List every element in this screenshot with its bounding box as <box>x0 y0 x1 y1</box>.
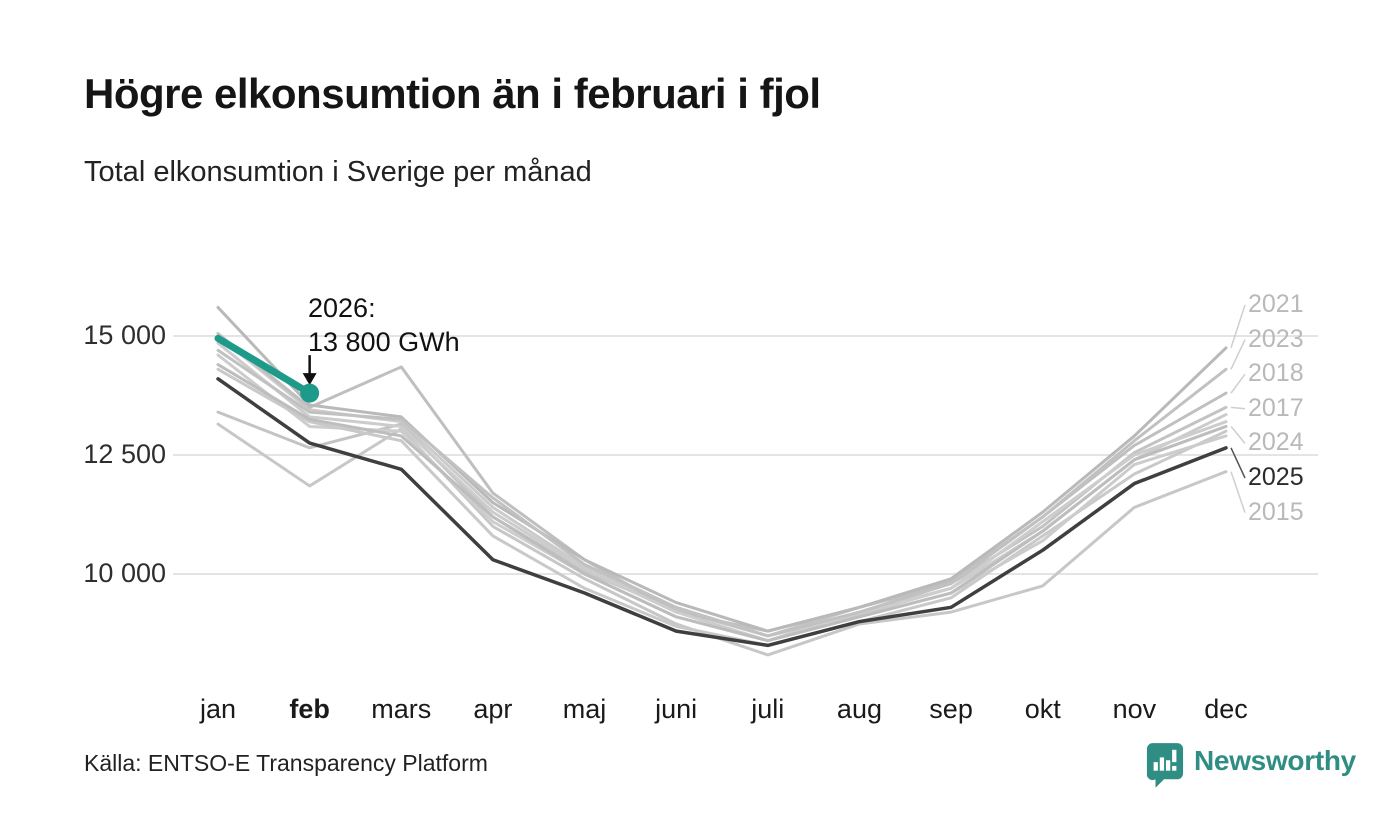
newsworthy-logo-icon <box>1146 743 1184 788</box>
x-axis-label-okt: okt <box>1024 694 1061 724</box>
y-axis-label-15000: 15 000 <box>83 320 166 350</box>
series-2022-line <box>216 341 1228 643</box>
year-label-2017: 2017 <box>1248 393 1304 422</box>
year-label-2025: 2025 <box>1248 463 1304 491</box>
series-2018-line <box>216 332 1228 633</box>
series-2026-line <box>214 334 314 397</box>
x-axis-label-maj: maj <box>562 694 607 724</box>
highlight-point <box>300 383 320 403</box>
series-2019-line <box>216 353 1228 643</box>
series-2017-line <box>216 405 1228 638</box>
newsworthy-logo: Newsworthy <box>1146 742 1356 788</box>
year-label-2015: 2015 <box>1248 497 1304 526</box>
x-axis-label-jan: jan <box>199 694 237 724</box>
chart-subtitle: Total elkonsumtion i Sverige per månad <box>84 156 592 188</box>
y-axis-label-10000: 10 000 <box>83 558 166 588</box>
annotation-arrow-head <box>302 373 317 386</box>
leader-2024 <box>1230 425 1246 444</box>
leader-2015 <box>1230 471 1246 513</box>
year-label-2024: 2024 <box>1248 428 1304 457</box>
leader-2017 <box>1230 406 1246 410</box>
series-2020-line <box>216 367 1228 647</box>
x-axis-label-aug: aug <box>836 694 882 724</box>
series-2024-line <box>216 363 1228 643</box>
x-axis-label-apr: apr <box>473 694 513 724</box>
series-2023-line <box>216 348 1228 638</box>
x-axis-label-feb: feb <box>289 694 330 724</box>
series-2021-line <box>216 305 1228 633</box>
x-axis-label-juli: juli <box>751 694 785 724</box>
annotation-line1: 2026: <box>308 293 376 323</box>
page-title: Högre elkonsumtion än i februari i fjol <box>84 70 821 117</box>
annotation-line2: 13 800 GWh <box>308 327 460 357</box>
x-axis-label-sep: sep <box>929 694 973 724</box>
annotation-2026: 2026: 13 800 GWh <box>308 291 460 359</box>
y-axis-label-12500: 12 500 <box>83 439 166 469</box>
x-axis-label-dec: dec <box>1204 694 1248 724</box>
year-label-2021: 2021 <box>1248 290 1304 318</box>
x-axis-label-mars: mars <box>371 694 432 724</box>
source-text: Källa: ENTSO-E Transparency Platform <box>84 750 488 776</box>
leader-2018 <box>1230 373 1246 394</box>
newsworthy-logo-text: Newsworthy <box>1194 745 1356 776</box>
x-axis-label-juni: juni <box>655 694 698 724</box>
year-label-2018: 2018 <box>1248 359 1304 388</box>
leader-2025 <box>1230 447 1246 479</box>
x-axis-label-nov: nov <box>1112 694 1157 724</box>
year-label-2023: 2023 <box>1248 324 1304 353</box>
leader-2023 <box>1230 339 1246 370</box>
series-2025-line <box>216 377 1228 648</box>
leader-2021 <box>1230 304 1246 349</box>
